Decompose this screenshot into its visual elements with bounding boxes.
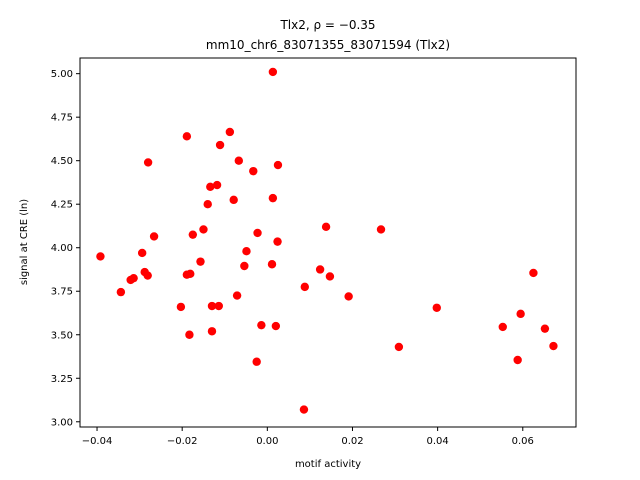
data-point-0 [96,252,105,261]
data-point-15 [196,257,205,266]
data-point-32 [253,228,262,238]
data-point-43 [321,222,331,232]
y-tick-label-5: 4.25 [51,200,73,211]
data-point-53 [540,324,550,333]
data-point-1 [116,287,126,297]
chart-title-line1: Tlx2, ρ = −0.35 [279,18,375,32]
y-tick-label-1: 3.25 [51,374,73,385]
y-tick-label-6: 4.50 [51,156,73,167]
data-point-35 [268,67,278,77]
data-point-26 [232,291,242,300]
x-tick-label-0: −0.04 [82,436,113,447]
data-point-7 [143,158,153,167]
plot-area-frame [79,57,577,428]
data-point-11 [182,132,192,141]
data-point-23 [215,140,225,150]
data-point-8 [149,232,159,241]
y-tick-label-3: 3.75 [51,287,73,298]
data-point-16 [199,225,208,234]
data-point-19 [207,301,217,311]
y-axis-ticks: 3.00 3.25 3.50 3.75 4.00 4.25 4.50 4.75 5.00 [51,69,80,428]
x-tick-label-2: 0.00 [256,436,278,447]
data-point-31 [252,357,261,366]
data-point-49 [498,322,507,332]
data-point-51 [516,309,525,319]
data-point-37 [271,321,281,331]
data-point-29 [242,247,251,256]
data-point-47 [394,342,404,352]
data-point-4 [137,248,147,258]
data-points [96,67,558,414]
data-point-9 [176,302,186,312]
data-point-36 [268,193,278,203]
data-point-41 [300,282,309,292]
y-tick-label-7: 4.75 [51,113,73,124]
data-point-27 [234,156,244,165]
x-tick-label-5: 0.06 [512,436,534,447]
x-tick-label-3: 0.02 [341,436,363,447]
data-point-33 [257,320,266,330]
data-point-25 [229,195,238,205]
data-point-22 [214,301,223,311]
x-tick-label-1: −0.02 [167,436,198,447]
data-point-38 [273,237,282,246]
data-point-39 [273,160,283,170]
y-tick-label-0: 3.00 [51,417,73,428]
data-point-52 [529,268,538,278]
data-point-40 [299,405,309,414]
data-point-30 [249,166,258,176]
data-point-48 [432,303,441,312]
data-point-46 [376,225,386,234]
y-tick-label-4: 4.00 [51,243,73,254]
data-point-45 [344,292,353,301]
data-point-28 [240,261,249,271]
chart-title-line2: mm10_chr6_83071355_83071594 (Tlx2) [206,38,450,52]
data-point-18 [206,182,215,191]
data-point-54 [549,341,558,351]
data-point-24 [225,127,235,137]
data-point-6 [143,271,152,280]
data-point-3 [129,273,138,283]
data-point-21 [212,180,222,190]
data-point-34 [267,260,277,269]
data-point-12 [185,330,194,339]
x-axis-label: motif activity [295,459,361,470]
y-axis-label: signal at CRE (ln) [19,199,30,285]
data-point-42 [315,265,325,274]
data-point-50 [513,355,522,365]
y-tick-label-2: 3.50 [51,330,73,341]
data-point-17 [203,200,212,209]
y-tick-label-8: 5.00 [51,69,73,80]
data-point-44 [325,272,335,281]
data-point-13 [186,269,195,279]
data-point-14 [188,230,198,239]
data-point-20 [207,327,217,336]
x-axis-ticks: −0.04 −0.02 0.00 0.02 0.04 0.06 [82,427,534,447]
x-tick-label-4: 0.04 [426,436,448,447]
